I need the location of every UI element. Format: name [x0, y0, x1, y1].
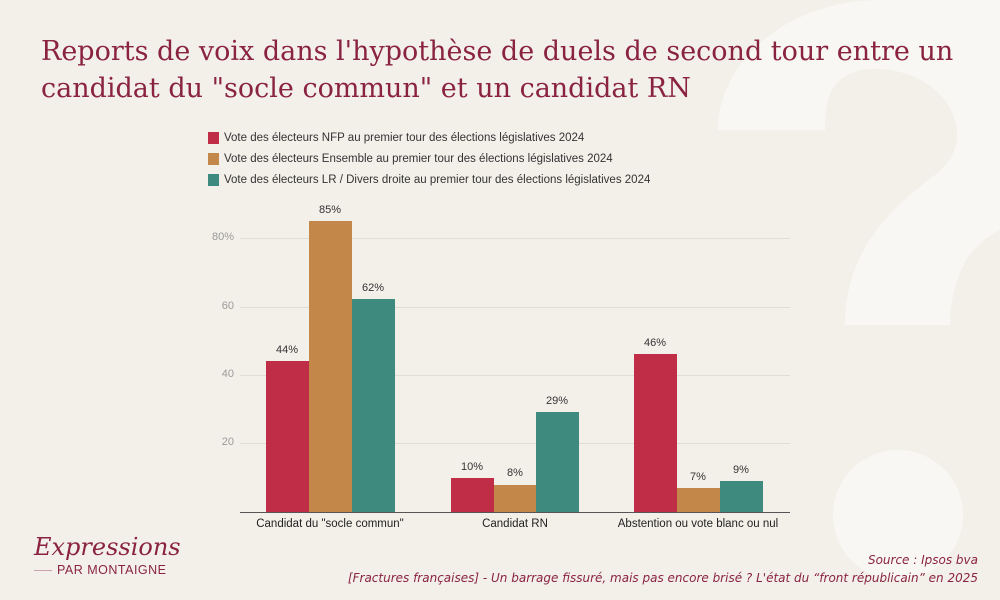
bar-socle-nfp [266, 361, 309, 512]
brand-logo: Expressions PAR MONTAIGNE [34, 533, 181, 577]
value-label: 10% [460, 461, 484, 473]
x-category-abstention: Abstention ou vote blanc ou nul [617, 518, 779, 530]
brand-name: Expressions [34, 533, 181, 561]
x-category-socle: Candidat du "socle commun" [256, 518, 404, 530]
gridline-60 [240, 307, 790, 308]
bar-abstention-ensemble [677, 488, 720, 512]
x-category-rn: Candidat RN [482, 518, 548, 530]
value-label: 9% [733, 464, 749, 476]
value-label: 7% [690, 471, 706, 483]
value-label: 8% [507, 467, 523, 479]
source-note: Source : Ipsos bva [Fractures françaises… [348, 551, 978, 587]
chart-title: Reports de voix dans l'hypothèse de duel… [41, 36, 954, 104]
brand-dash [34, 569, 52, 571]
legend-swatch-lr [208, 173, 219, 186]
bar-rn-ensemble [494, 485, 536, 512]
bar-socle-ensemble [309, 221, 352, 512]
brand-subtitle: PAR MONTAIGNE [34, 563, 181, 577]
y-tick-40: 40 [221, 368, 234, 380]
value-label: 46% [643, 337, 667, 349]
legend-item-lr: Vote des électeurs LR / Divers droite au… [208, 169, 650, 190]
legend-label-lr: Vote des électeurs LR / Divers droite au… [224, 173, 651, 186]
gridline-20 [240, 443, 790, 444]
legend: Vote des électeurs NFP au premier tour d… [208, 127, 650, 190]
source-line: Source : Ipsos bva [867, 553, 978, 567]
value-label: 44% [275, 344, 299, 356]
value-label: 85% [318, 204, 342, 216]
source-reference: [Fractures françaises] - Un barrage fiss… [347, 571, 978, 585]
bar-abstention-nfp [634, 354, 677, 512]
legend-item-ensemble: Vote des électeurs Ensemble au premier t… [208, 148, 650, 169]
gridline-80 [240, 238, 790, 239]
bar-abstention-lr [720, 481, 763, 512]
y-tick-20: 20 [221, 436, 234, 448]
y-tick-80: 80% [211, 231, 234, 243]
legend-label-ensemble: Vote des électeurs Ensemble au premier t… [224, 152, 613, 165]
value-label: 29% [545, 395, 569, 407]
bar-rn-nfp [451, 478, 494, 512]
legend-swatch-ensemble [208, 152, 219, 165]
legend-item-nfp: Vote des électeurs NFP au premier tour d… [208, 127, 650, 148]
y-tick-60: 60 [221, 300, 234, 312]
legend-label-nfp: Vote des électeurs NFP au premier tour d… [224, 131, 585, 144]
legend-swatch-nfp [208, 131, 219, 144]
brand-sub-label: PAR MONTAIGNE [57, 563, 167, 577]
gridline-40 [240, 375, 790, 376]
value-label: 62% [361, 282, 385, 294]
x-axis [240, 512, 790, 513]
bar-socle-lr [352, 299, 395, 512]
bar-rn-lr [536, 412, 579, 512]
